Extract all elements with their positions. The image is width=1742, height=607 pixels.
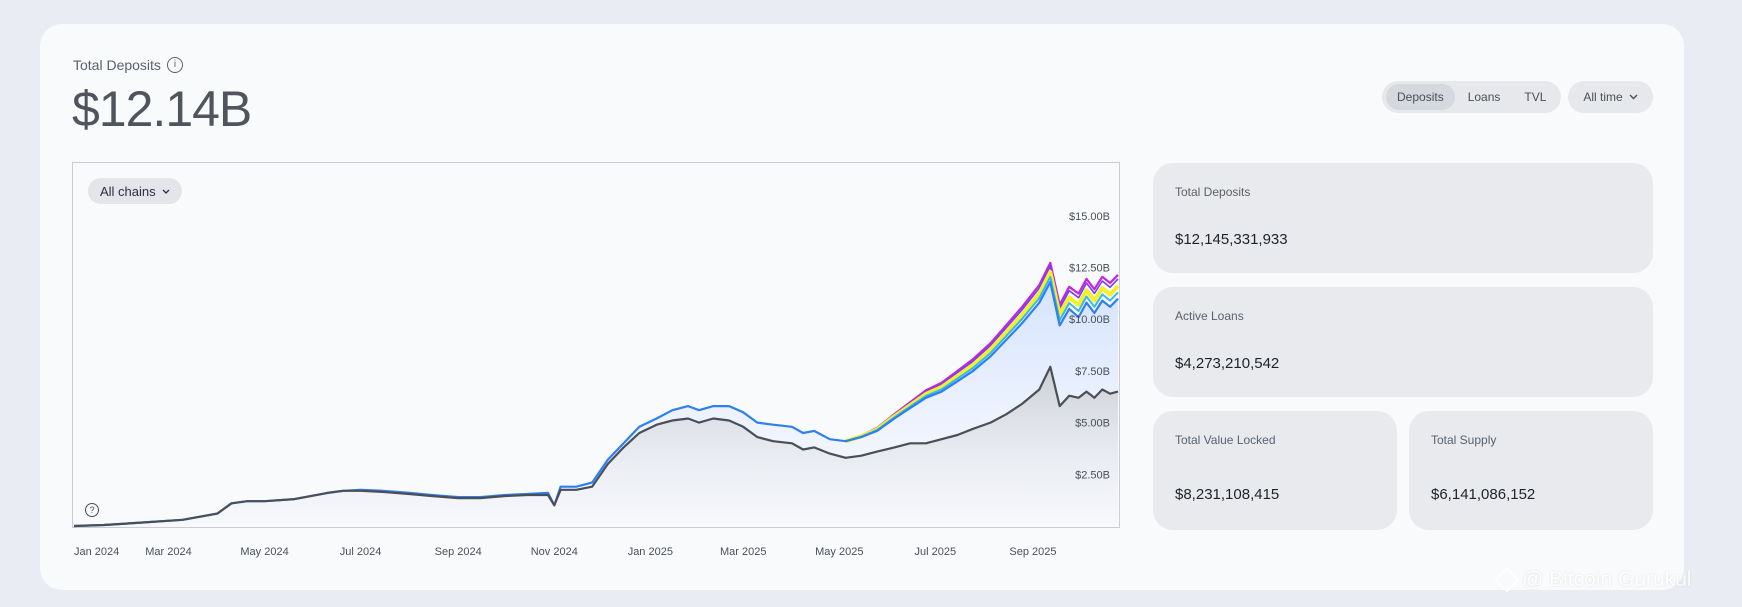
stat-label: Total Value Locked — [1175, 433, 1276, 447]
chain-select-label: All chains — [100, 183, 156, 199]
tab-deposits[interactable]: Deposits — [1386, 84, 1455, 110]
total-deposits-label: Total Deposits — [73, 57, 161, 73]
info-icon[interactable]: i — [166, 57, 183, 73]
time-range-label: All time — [1583, 90, 1623, 104]
watermark-text: @ Bitcoin Gurukul — [1522, 568, 1692, 591]
chevron-down-icon — [1629, 94, 1638, 100]
tab-loans[interactable]: Loans — [1467, 90, 1501, 104]
metric-tabs: Deposits Loans TVL — [1382, 81, 1562, 113]
stat-active-loans: Active Loans $4,273,210,542 — [1153, 287, 1653, 397]
tab-tvl[interactable]: TVL — [1524, 90, 1547, 104]
total-deposits-value: $12.14B — [72, 81, 252, 137]
stat-total-deposits: Total Deposits $12,145,331,933 — [1153, 163, 1653, 273]
watermark-logo-icon — [1494, 567, 1520, 593]
total-deposits-header: Total Deposits i — [73, 57, 183, 73]
chevron-down-icon — [162, 189, 170, 194]
time-range-select[interactable]: All time — [1568, 81, 1653, 113]
stat-value: $12,145,331,933 — [1175, 231, 1288, 248]
chain-select[interactable]: All chains — [88, 178, 182, 204]
watermark: @ Bitcoin Gurukul — [1494, 567, 1692, 593]
stat-value: $4,273,210,542 — [1175, 355, 1280, 372]
help-icon[interactable]: ? — [85, 503, 99, 517]
chart-frame — [72, 162, 1120, 528]
stat-total-value-locked: Total Value Locked $8,231,108,415 — [1153, 411, 1397, 530]
stat-label: Total Deposits — [1175, 185, 1251, 199]
stat-value: $6,141,086,152 — [1431, 486, 1536, 503]
stat-total-supply: Total Supply $6,141,086,152 — [1409, 411, 1653, 530]
stat-label: Active Loans — [1175, 309, 1244, 323]
stat-value: $8,231,108,415 — [1175, 486, 1280, 503]
stat-label: Total Supply — [1431, 433, 1497, 447]
